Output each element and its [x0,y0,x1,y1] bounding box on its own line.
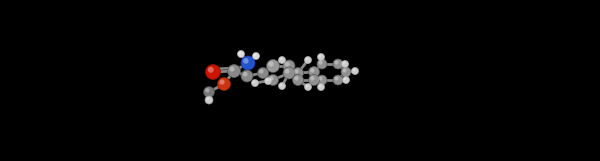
Circle shape [310,76,314,80]
Circle shape [280,84,283,86]
Circle shape [208,67,214,73]
Circle shape [239,52,241,54]
Circle shape [205,88,209,93]
Circle shape [343,62,346,64]
Circle shape [265,77,271,85]
Circle shape [243,58,249,64]
Circle shape [317,84,325,90]
Circle shape [353,69,355,71]
Circle shape [294,69,299,74]
Circle shape [205,65,221,80]
Circle shape [343,76,349,84]
Circle shape [293,75,304,85]
Circle shape [305,84,311,90]
Circle shape [305,57,308,60]
Circle shape [319,85,322,87]
Circle shape [229,66,235,72]
Circle shape [241,70,253,82]
Circle shape [253,80,256,83]
Circle shape [278,57,286,63]
Circle shape [257,67,269,79]
Circle shape [268,62,274,67]
Circle shape [305,85,308,87]
Circle shape [319,76,323,80]
Circle shape [352,67,359,75]
Circle shape [341,61,349,67]
Circle shape [269,76,274,80]
Circle shape [294,76,299,80]
Circle shape [283,67,295,79]
Circle shape [285,69,290,74]
Circle shape [285,62,290,67]
Circle shape [333,59,343,69]
Circle shape [293,67,304,79]
Circle shape [241,56,255,70]
Circle shape [203,86,215,98]
Circle shape [253,52,260,60]
Circle shape [319,55,322,57]
Circle shape [333,75,343,85]
Circle shape [343,68,347,72]
Circle shape [205,96,213,104]
Circle shape [220,79,224,85]
Circle shape [268,75,278,85]
Circle shape [310,68,314,73]
Circle shape [206,97,209,100]
Circle shape [243,72,248,77]
Circle shape [266,79,268,81]
Circle shape [251,80,259,86]
Circle shape [319,61,323,65]
Circle shape [254,54,256,56]
Circle shape [259,69,263,74]
Circle shape [238,51,245,57]
Circle shape [218,77,230,90]
Circle shape [283,60,295,72]
Circle shape [341,67,351,77]
Circle shape [280,57,283,60]
Circle shape [317,53,325,61]
Circle shape [335,76,338,80]
Circle shape [308,75,320,85]
Circle shape [308,66,320,77]
Circle shape [317,75,327,85]
Circle shape [227,65,241,77]
Circle shape [266,60,280,72]
Circle shape [344,78,346,80]
Circle shape [278,82,286,90]
Circle shape [317,59,327,69]
Circle shape [305,57,311,63]
Circle shape [335,61,338,65]
